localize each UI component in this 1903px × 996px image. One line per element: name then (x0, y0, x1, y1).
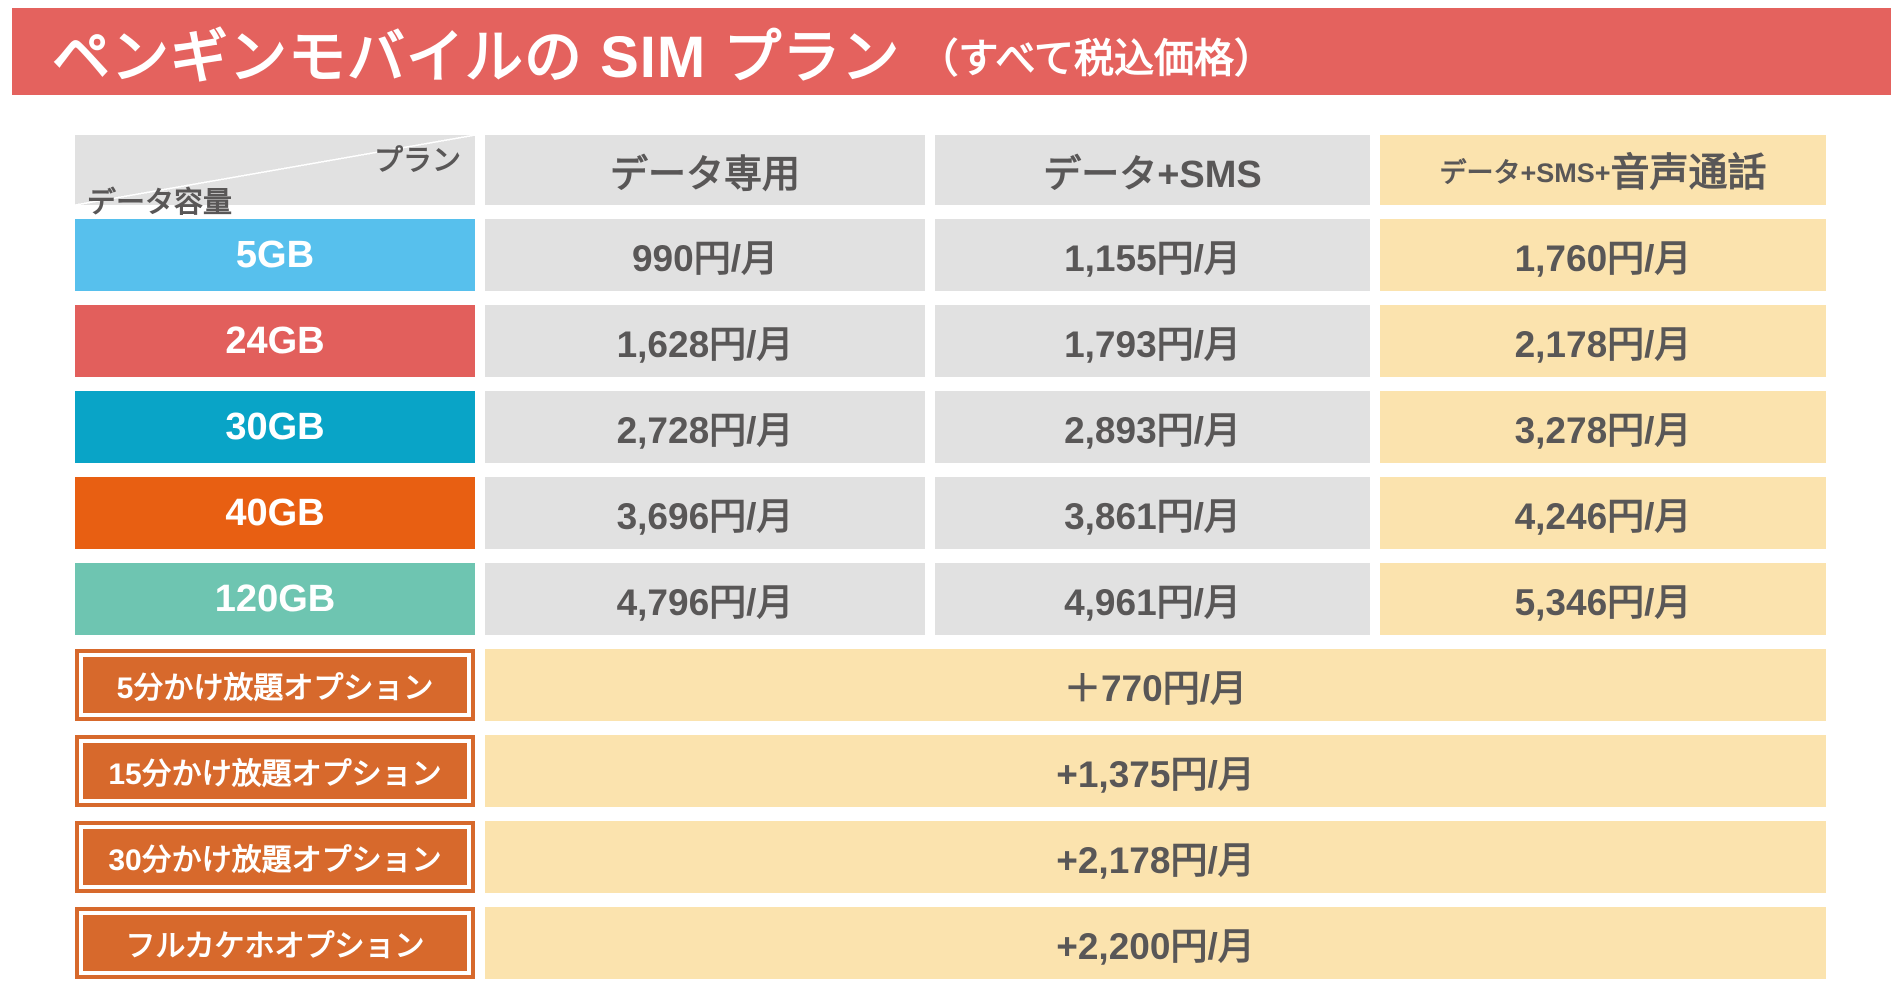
corner-label-data-capacity: データ容量 (87, 187, 233, 219)
price-cell: 2,728円/月 (485, 391, 925, 463)
price-cell: 1,628円/月 (485, 305, 925, 377)
capacity-cell-40gb: 40GB (75, 477, 475, 549)
price-cell: 1,760円/月 (1380, 219, 1826, 291)
capacity-cell-30gb: 30GB (75, 391, 475, 463)
voice-header-prefix: データ+SMS+ (1439, 157, 1611, 188)
plan-price-table: プラン データ容量 データ専用 データ+SMS データ+SMS+ 音声通話 5GB… (75, 135, 1826, 979)
option-price-cell: ＋770円/月 (485, 649, 1826, 721)
option-label-5min-kakehodai: 5分かけ放題オプション (75, 649, 475, 721)
price-cell: 2,178円/月 (1380, 305, 1826, 377)
price-cell: 3,861円/月 (935, 477, 1370, 549)
price-cell: 1,793円/月 (935, 305, 1370, 377)
tax-included-note: （すべて税込価格） (918, 36, 1274, 81)
corner-header-cell: プラン データ容量 (75, 135, 475, 219)
column-header-data-only: データ専用 (485, 135, 925, 205)
column-header-data-sms-voice: データ+SMS+ 音声通話 (1380, 135, 1826, 205)
capacity-cell-120gb: 120GB (75, 563, 475, 635)
price-cell: 3,696円/月 (485, 477, 925, 549)
price-cell: 5,346円/月 (1380, 563, 1826, 635)
price-cell: 1,155円/月 (935, 219, 1370, 291)
option-label-30min-kakehodai: 30分かけ放題オプション (75, 821, 475, 893)
column-header-data-sms: データ+SMS (935, 135, 1370, 205)
option-price-cell: +1,375円/月 (485, 735, 1826, 807)
price-cell: 4,246円/月 (1380, 477, 1826, 549)
option-label-full-kakeho: フルカケホオプション (75, 907, 475, 979)
price-cell: 990円/月 (485, 219, 925, 291)
option-price-cell: +2,200円/月 (485, 907, 1826, 979)
price-cell: 3,278円/月 (1380, 391, 1826, 463)
capacity-cell-24gb: 24GB (75, 305, 475, 377)
price-cell: 4,961円/月 (935, 563, 1370, 635)
price-cell: 4,796円/月 (485, 563, 925, 635)
title-banner: ペンギンモバイルの SIM プラン （すべて税込価格） (12, 8, 1891, 95)
page-title: ペンギンモバイルの SIM プラン (52, 24, 901, 90)
voice-header-emphasis: 音声通話 (1610, 152, 1767, 195)
corner-label-plan: プラン (373, 145, 461, 177)
capacity-cell-5gb: 5GB (75, 219, 475, 291)
price-cell: 2,893円/月 (935, 391, 1370, 463)
option-price-cell: +2,178円/月 (485, 821, 1826, 893)
option-label-15min-kakehodai: 15分かけ放題オプション (75, 735, 475, 807)
